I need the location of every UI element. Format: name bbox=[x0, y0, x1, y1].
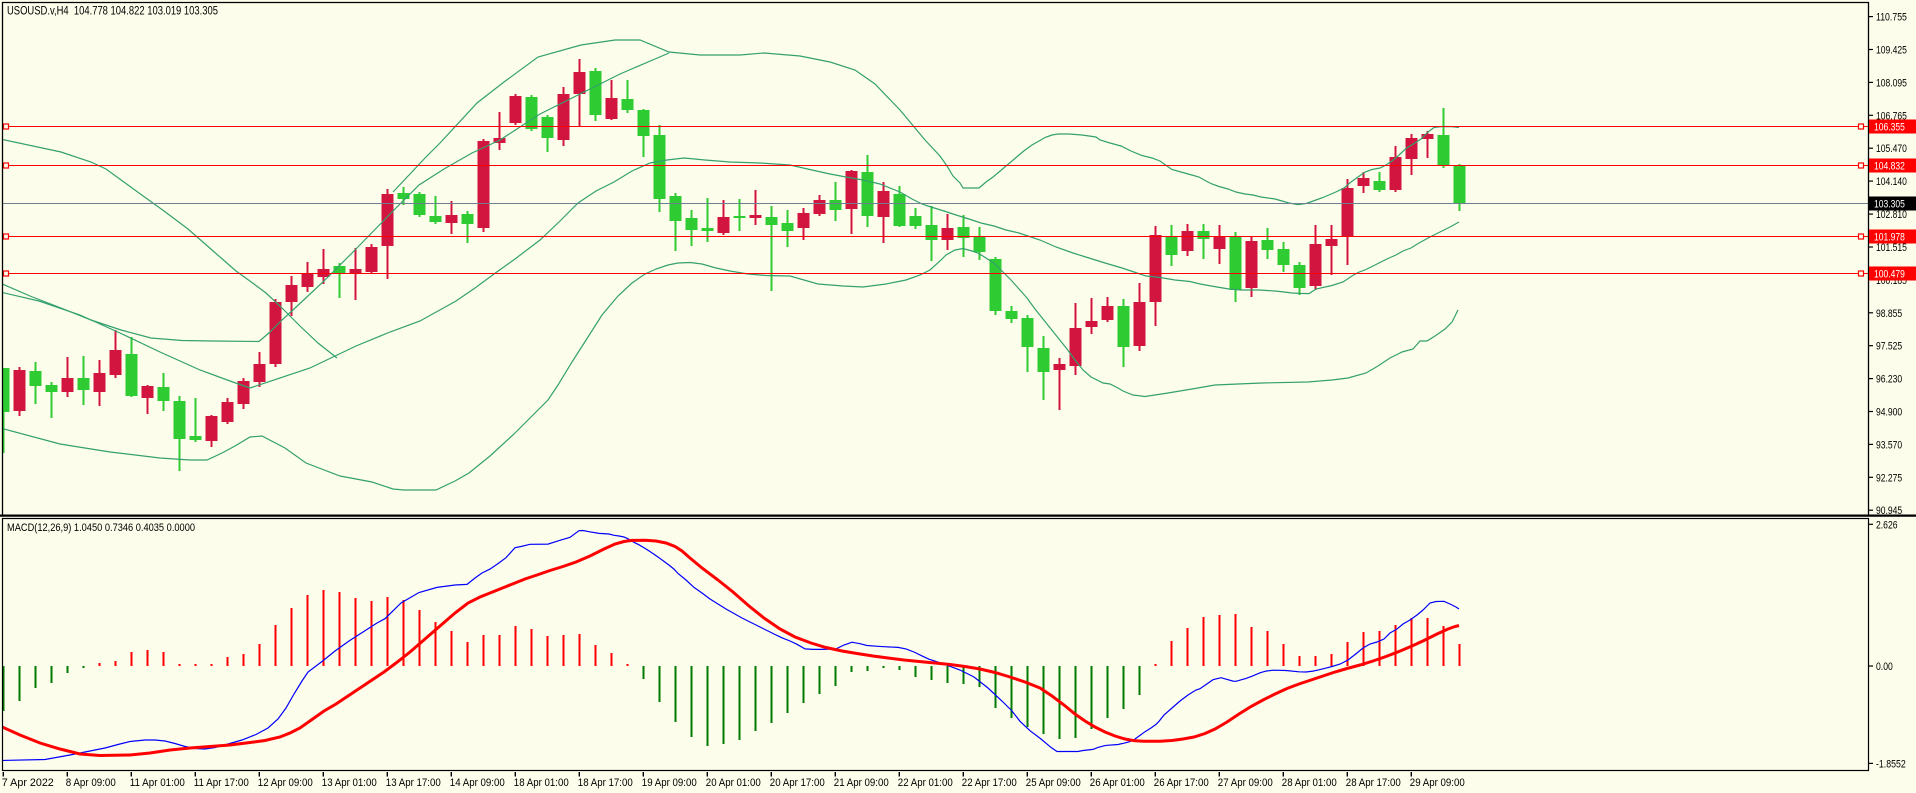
svg-text:100.479: 100.479 bbox=[1874, 269, 1905, 281]
svg-text:103.305: 103.305 bbox=[1874, 199, 1905, 211]
svg-text:7 Apr 2022: 7 Apr 2022 bbox=[2, 777, 54, 789]
svg-text:102.810: 102.810 bbox=[1876, 209, 1907, 221]
svg-text:2.626: 2.626 bbox=[1876, 519, 1898, 531]
svg-text:106.355: 106.355 bbox=[1874, 122, 1905, 134]
svg-text:USOUSD.v,H4 104.778 104.822 1: USOUSD.v,H4 104.778 104.822 103.019 103.… bbox=[7, 6, 218, 18]
svg-text:98.855: 98.855 bbox=[1876, 308, 1902, 320]
svg-text:22 Apr 17:00: 22 Apr 17:00 bbox=[962, 777, 1017, 789]
svg-text:93.570: 93.570 bbox=[1876, 439, 1902, 451]
svg-text:28 Apr 17:00: 28 Apr 17:00 bbox=[1346, 777, 1401, 789]
svg-text:26 Apr 17:00: 26 Apr 17:00 bbox=[1154, 777, 1209, 789]
svg-text:18 Apr 17:00: 18 Apr 17:00 bbox=[578, 777, 633, 789]
svg-text:105.470: 105.470 bbox=[1876, 143, 1907, 155]
svg-text:MACD(12,26,9) 1.0450 0.7346 0.: MACD(12,26,9) 1.0450 0.7346 0.4035 0.000… bbox=[7, 522, 195, 534]
svg-text:8 Apr 09:00: 8 Apr 09:00 bbox=[66, 777, 116, 789]
svg-text:97.525: 97.525 bbox=[1876, 341, 1902, 353]
svg-text:0.00: 0.00 bbox=[1876, 661, 1893, 673]
svg-text:19 Apr 09:00: 19 Apr 09:00 bbox=[642, 777, 697, 789]
svg-text:104.832: 104.832 bbox=[1874, 161, 1905, 173]
svg-text:110.755: 110.755 bbox=[1876, 12, 1907, 24]
svg-text:109.425: 109.425 bbox=[1876, 45, 1907, 57]
svg-text:90.945: 90.945 bbox=[1876, 505, 1902, 517]
svg-text:11 Apr 17:00: 11 Apr 17:00 bbox=[194, 777, 249, 789]
svg-text:13 Apr 01:00: 13 Apr 01:00 bbox=[322, 777, 377, 789]
svg-text:21 Apr 09:00: 21 Apr 09:00 bbox=[834, 777, 889, 789]
svg-text:18 Apr 01:00: 18 Apr 01:00 bbox=[514, 777, 569, 789]
svg-text:96.230: 96.230 bbox=[1876, 374, 1902, 386]
svg-text:108.095: 108.095 bbox=[1876, 77, 1907, 89]
svg-text:25 Apr 09:00: 25 Apr 09:00 bbox=[1026, 777, 1081, 789]
svg-text:12 Apr 09:00: 12 Apr 09:00 bbox=[258, 777, 313, 789]
svg-text:27 Apr 09:00: 27 Apr 09:00 bbox=[1218, 777, 1273, 789]
svg-text:101.515: 101.515 bbox=[1876, 242, 1907, 254]
svg-text:14 Apr 09:00: 14 Apr 09:00 bbox=[450, 777, 505, 789]
svg-text:22 Apr 01:00: 22 Apr 01:00 bbox=[898, 777, 953, 789]
svg-text:20 Apr 01:00: 20 Apr 01:00 bbox=[706, 777, 761, 789]
svg-text:101.978: 101.978 bbox=[1874, 232, 1905, 244]
svg-text:11 Apr 01:00: 11 Apr 01:00 bbox=[130, 777, 185, 789]
svg-text:-1.8552: -1.8552 bbox=[1876, 758, 1906, 770]
svg-text:104.140: 104.140 bbox=[1876, 176, 1907, 188]
svg-text:26 Apr 01:00: 26 Apr 01:00 bbox=[1090, 777, 1145, 789]
svg-text:106.765: 106.765 bbox=[1876, 110, 1907, 122]
svg-text:94.900: 94.900 bbox=[1876, 407, 1902, 419]
svg-text:13 Apr 17:00: 13 Apr 17:00 bbox=[386, 777, 441, 789]
svg-text:28 Apr 01:00: 28 Apr 01:00 bbox=[1282, 777, 1337, 789]
svg-text:92.275: 92.275 bbox=[1876, 472, 1902, 484]
svg-text:20 Apr 17:00: 20 Apr 17:00 bbox=[770, 777, 825, 789]
svg-text:29 Apr 09:00: 29 Apr 09:00 bbox=[1410, 777, 1465, 789]
